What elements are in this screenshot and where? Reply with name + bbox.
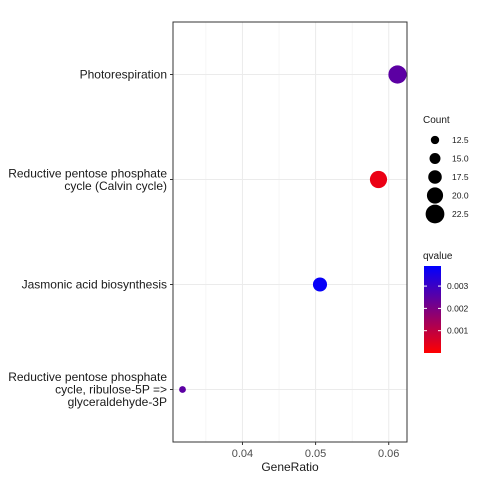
data-points (179, 65, 407, 393)
size-legend-label: 22.5 (452, 209, 469, 219)
color-legend-title: qvalue (423, 251, 453, 262)
size-legend-key (428, 170, 442, 184)
size-legend-label: 20.0 (452, 191, 469, 201)
data-point (179, 386, 186, 393)
y-tick-label: Reductive pentose phosphate (8, 166, 167, 180)
plot-panel (173, 22, 407, 442)
y-tick-label: Jasmonic acid biosynthesis (22, 278, 167, 292)
color-legend-label: 0.003 (447, 281, 469, 291)
size-legend-key (430, 135, 440, 145)
color-legend-label: 0.001 (447, 326, 469, 336)
data-point (312, 277, 328, 292)
y-tick-label: glyceraldehyde-3P (68, 395, 167, 409)
y-tick-label: Reductive pentose phosphate (8, 370, 167, 384)
size-legend: Count 12.5 15.0 17.5 20.0 22.5 (423, 115, 469, 224)
size-legend-key (425, 204, 445, 224)
grid-lines (173, 22, 407, 442)
x-axis: GeneRatio 0.04 0.05 0.06 (232, 442, 399, 474)
size-legend-title: Count (423, 115, 450, 126)
y-tick-label: Photorespiration (80, 68, 167, 82)
y-axis: Photorespiration Reductive pentose phosph… (8, 68, 173, 409)
data-point (388, 65, 407, 84)
color-legend: qvalue 0.001 0.002 0.003 (423, 251, 469, 353)
x-axis-title: GeneRatio (261, 460, 319, 474)
color-legend-bar (424, 266, 441, 353)
size-legend-key (429, 153, 441, 164)
size-legend-label: 15.0 (452, 154, 469, 164)
data-point (369, 170, 388, 189)
panel-background (173, 22, 407, 442)
y-tick-label: cycle, ribulose-5P => (55, 383, 167, 397)
panel-border (172, 21, 408, 443)
size-legend-key (426, 187, 444, 204)
x-tick-label: 0.06 (378, 448, 399, 460)
x-tick-label: 0.05 (305, 448, 326, 460)
x-tick-label: 0.04 (232, 448, 253, 460)
color-legend-label: 0.002 (447, 303, 469, 313)
size-legend-label: 17.5 (452, 172, 469, 182)
y-tick-label: cycle (Calvin cycle) (64, 179, 167, 193)
size-legend-label: 12.5 (452, 135, 469, 145)
